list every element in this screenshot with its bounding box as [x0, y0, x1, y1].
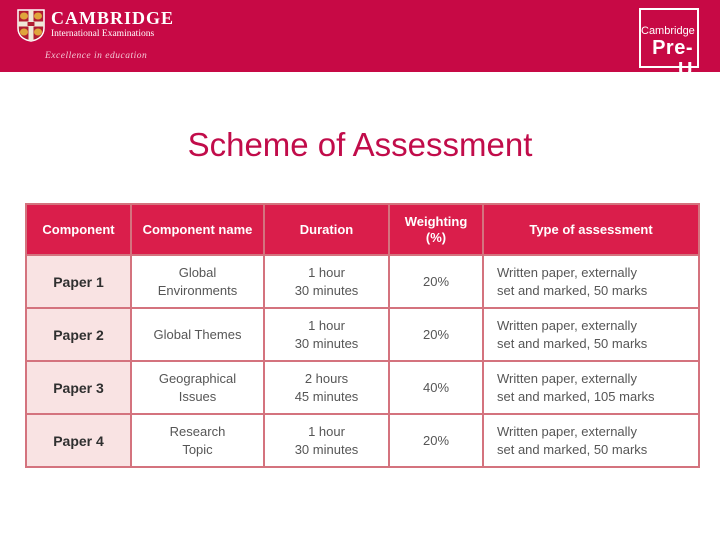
cell-component: Paper 3	[25, 360, 132, 415]
assessment-table: Component Component name Duration Weight…	[25, 203, 700, 468]
cambridge-shield-icon	[17, 9, 45, 42]
badge-cambridge-label: Cambridge	[641, 25, 695, 37]
cell-type: Written paper, externally set and marked…	[482, 360, 700, 415]
cell-duration: 1 hour 30 minutes	[263, 307, 390, 362]
table-row: Paper 4 Research Topic 1 hour 30 minutes…	[25, 413, 700, 468]
table-row: Paper 2 Global Themes 1 hour 30 minutes …	[25, 307, 700, 362]
cell-duration: 2 hours 45 minutes	[263, 360, 390, 415]
col-header-weighting: Weighting (%)	[388, 203, 484, 256]
pre-u-badge: Cambridge Pre-U	[639, 8, 699, 81]
cambridge-logo: CAMBRIDGE International Examinations	[17, 9, 174, 42]
logo-tagline: Excellence in education	[45, 51, 148, 61]
logo-name: CAMBRIDGE	[51, 8, 175, 28]
cell-type: Written paper, externally set and marked…	[482, 413, 700, 468]
cell-component-name: Global Themes	[130, 307, 265, 362]
col-header-component-name: Component name	[130, 203, 265, 256]
cell-duration: 1 hour 30 minutes	[263, 254, 390, 309]
table-header-row: Component Component name Duration Weight…	[25, 203, 700, 256]
col-header-duration: Duration	[263, 203, 390, 256]
cell-weighting: 20%	[388, 413, 484, 468]
cell-component-name: Research Topic	[130, 413, 265, 468]
cell-weighting: 20%	[388, 307, 484, 362]
col-header-type: Type of assessment	[482, 203, 700, 256]
col-header-component: Component	[25, 203, 132, 256]
cell-type: Written paper, externally set and marked…	[482, 307, 700, 362]
cell-type: Written paper, externally set and marked…	[482, 254, 700, 309]
header-band: CAMBRIDGE International Examinations Exc…	[0, 0, 720, 81]
table-row: Paper 3 Geographical Issues 2 hours 45 m…	[25, 360, 700, 415]
page-title: Scheme of Assessment	[187, 126, 533, 163]
cambridge-logo-text: CAMBRIDGE International Examinations	[51, 9, 174, 40]
cell-component-name: Geographical Issues	[130, 360, 265, 415]
badge-preu-label: Pre-U	[652, 37, 693, 81]
cell-component-name: Global Environments	[130, 254, 265, 309]
table-row: Paper 1 Global Environments 1 hour 30 mi…	[25, 254, 700, 309]
cell-component: Paper 2	[25, 307, 132, 362]
cell-component: Paper 4	[25, 413, 132, 468]
cell-weighting: 40%	[388, 360, 484, 415]
cell-weighting: 20%	[388, 254, 484, 309]
cell-duration: 1 hour 30 minutes	[263, 413, 390, 468]
cell-component: Paper 1	[25, 254, 132, 309]
logo-subname: International Examinations	[51, 29, 155, 39]
